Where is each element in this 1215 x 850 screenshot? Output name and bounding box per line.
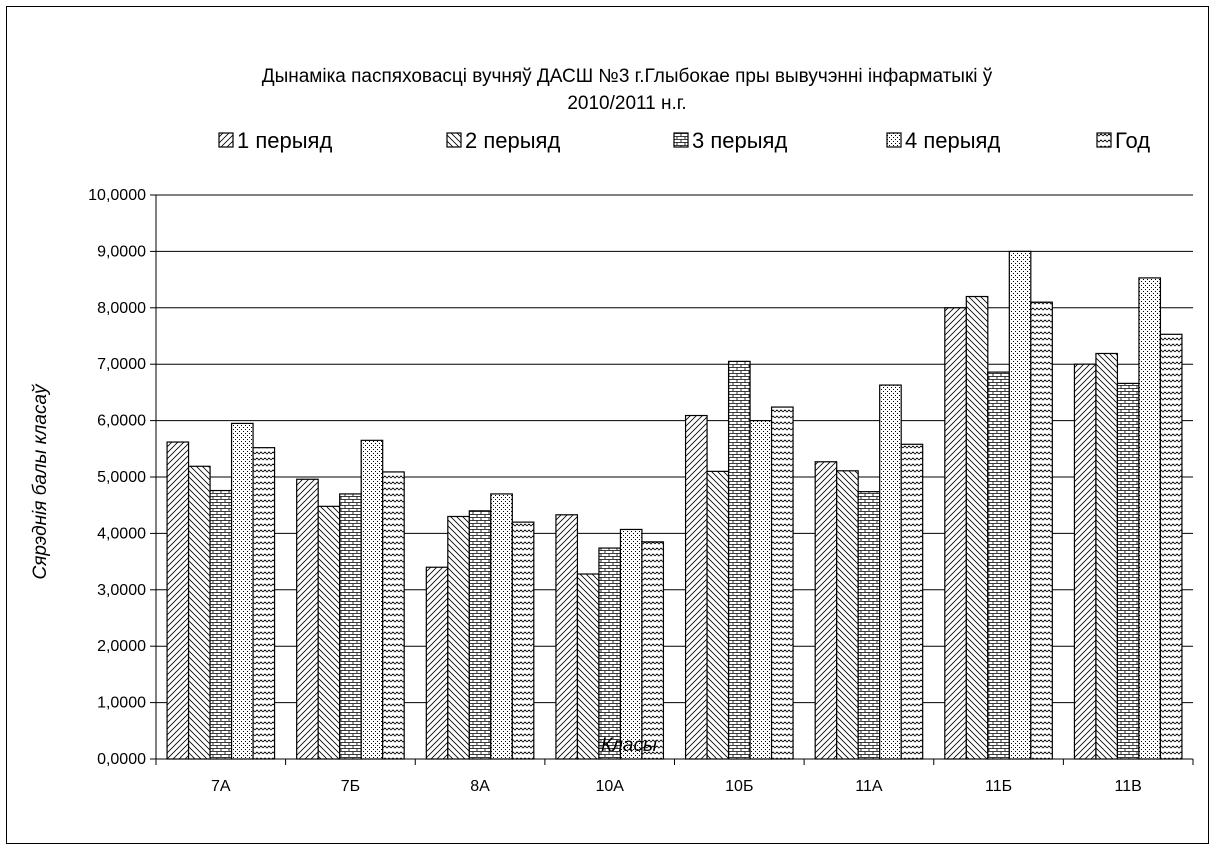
bar — [770, 406, 794, 760]
legend-entry: 4 перыяд — [905, 128, 1000, 153]
y-tick-label: 9,0000 — [97, 243, 146, 260]
bar — [166, 441, 190, 760]
bar — [252, 447, 276, 760]
bar — [1073, 363, 1097, 760]
bar — [1159, 333, 1183, 760]
bar — [230, 422, 254, 760]
bar — [814, 461, 838, 760]
bar — [706, 470, 730, 760]
y-tick-label: 3,0000 — [97, 582, 146, 599]
bar — [511, 521, 535, 760]
legend-swatch — [886, 132, 902, 148]
bar — [1116, 382, 1140, 760]
legend-swatch — [1096, 132, 1112, 148]
bar — [209, 489, 233, 760]
bar — [965, 295, 989, 760]
legend-swatch — [218, 132, 234, 148]
axes — [155, 195, 1194, 765]
bar — [1008, 250, 1032, 760]
y-tick-label: 8,0000 — [97, 300, 146, 317]
legend-entry: 2 перыяд — [465, 128, 560, 153]
y-tick-label: 1,0000 — [97, 695, 146, 712]
bar — [447, 515, 470, 760]
legend-swatch — [446, 132, 462, 148]
bar — [900, 443, 924, 760]
x-tick-label: 8А — [470, 778, 490, 795]
x-tick-label: 7А — [211, 778, 231, 795]
bar — [879, 384, 902, 760]
x-tick-label: 10Б — [725, 778, 753, 795]
bar — [619, 528, 643, 760]
y-tick-label: 0,0000 — [97, 751, 146, 768]
bar — [1030, 301, 1053, 760]
bar — [317, 505, 341, 760]
legend: 1 перыяд 2 перыяд 3 перыяд 4 перыяд Год — [218, 128, 1150, 153]
bar — [425, 566, 449, 760]
x-tick-label: 10А — [595, 778, 624, 795]
y-tick-label: 7,0000 — [97, 356, 146, 373]
chart-title-line1: Дынаміка паспяховасці вучняў ДАСШ №3 г.Г… — [262, 66, 993, 87]
bar — [1095, 352, 1119, 760]
chart-frame: Дынаміка паспяховасці вучняў ДАСШ №3 г.Г… — [6, 6, 1209, 844]
chart-title-line2: 2010/2011 н.г. — [567, 93, 686, 114]
bar — [555, 514, 579, 760]
bar — [727, 360, 751, 760]
bar — [468, 510, 492, 760]
legend-swatch — [673, 132, 689, 148]
bar — [836, 470, 859, 760]
bar — [490, 493, 513, 760]
x-tick-label: 11В — [1115, 778, 1142, 795]
y-tick-label: 10,0000 — [88, 187, 146, 204]
bars — [166, 250, 1183, 760]
bar — [1138, 277, 1162, 760]
bar — [382, 471, 405, 760]
x-axis-title: Класы — [601, 735, 657, 756]
bar — [684, 414, 708, 760]
bar — [360, 439, 384, 760]
x-tick-label: 11А — [855, 778, 883, 795]
legend-entry: 1 перыяд — [237, 128, 332, 153]
y-axis-title: Сярэднія балы класаў — [30, 383, 51, 580]
x-tick-label: 11Б — [985, 778, 1012, 795]
bar — [296, 478, 319, 760]
bar — [187, 465, 211, 760]
y-tick-label: 5,0000 — [97, 469, 146, 486]
x-tick-label: 7Б — [341, 778, 360, 795]
bar — [857, 491, 881, 760]
bar — [641, 541, 665, 760]
y-tick-label: 4,0000 — [97, 525, 146, 542]
bar — [944, 307, 967, 760]
chart-svg: Дынаміка паспяховасці вучняў ДАСШ №3 г.Г… — [30, 66, 1194, 795]
legend-entry: 3 перыяд — [692, 128, 787, 153]
bar — [749, 420, 773, 760]
bar — [598, 547, 622, 760]
y-tick-label: 6,0000 — [97, 413, 146, 430]
legend-entry: Год — [1115, 128, 1150, 153]
bar — [987, 371, 1010, 760]
x-tick-labels: 7А 7Б 8А 10А 10Б 11А 11Б 11В — [211, 778, 1142, 795]
bar — [576, 573, 600, 760]
bar — [339, 493, 362, 760]
y-tick-labels: 0,0000 1,0000 2,0000 3,0000 4,0000 5,0000 6,00… — [88, 187, 146, 768]
y-tick-label: 2,0000 — [97, 638, 146, 655]
